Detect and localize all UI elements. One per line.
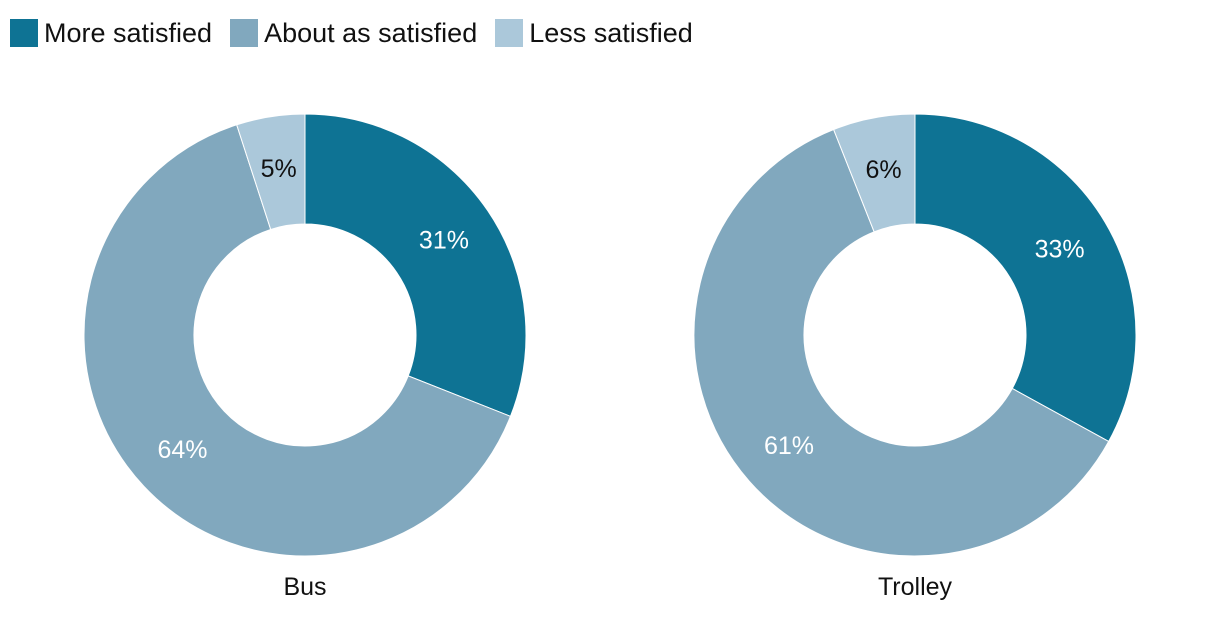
data-label: 33% bbox=[1035, 235, 1085, 263]
data-label: 6% bbox=[865, 156, 901, 184]
legend-swatch-more-satisfied bbox=[10, 19, 38, 47]
legend-label: Less satisfied bbox=[529, 17, 693, 48]
chart-category-label: Bus bbox=[283, 573, 326, 601]
legend-swatch-about-as-satisfied bbox=[230, 19, 259, 47]
data-label: 5% bbox=[261, 155, 297, 183]
data-label: 31% bbox=[419, 227, 469, 255]
slice-more-satisfied bbox=[914, 113, 1137, 443]
data-label: 61% bbox=[764, 432, 814, 460]
legend-label: About as satisfied bbox=[264, 17, 478, 48]
legend-item-more-satisfied: More satisfied bbox=[10, 18, 212, 49]
slice-more-satisfied bbox=[304, 113, 527, 418]
legend-swatch-less-satisfied bbox=[495, 19, 524, 47]
slice-about-as-satisfied bbox=[693, 128, 1110, 557]
legend-item-about-as-satisfied: About as satisfied bbox=[230, 18, 477, 49]
legend-item-less-satisfied: Less satisfied bbox=[495, 18, 693, 49]
slice-about-as-satisfied bbox=[83, 124, 512, 557]
data-label: 64% bbox=[158, 436, 208, 464]
slice-less-satisfied bbox=[236, 113, 306, 231]
donut-chart-trolley: 33% 61% 6% Trolley bbox=[693, 113, 1137, 601]
donut-chart-bus: 31% 64% 5% Bus bbox=[83, 113, 527, 601]
legend-label: More satisfied bbox=[44, 17, 213, 48]
legend: More satisfied About as satisfied Less s… bbox=[10, 16, 711, 50]
slice-less-satisfied bbox=[832, 113, 916, 233]
chart-category-label: Trolley bbox=[878, 573, 953, 601]
